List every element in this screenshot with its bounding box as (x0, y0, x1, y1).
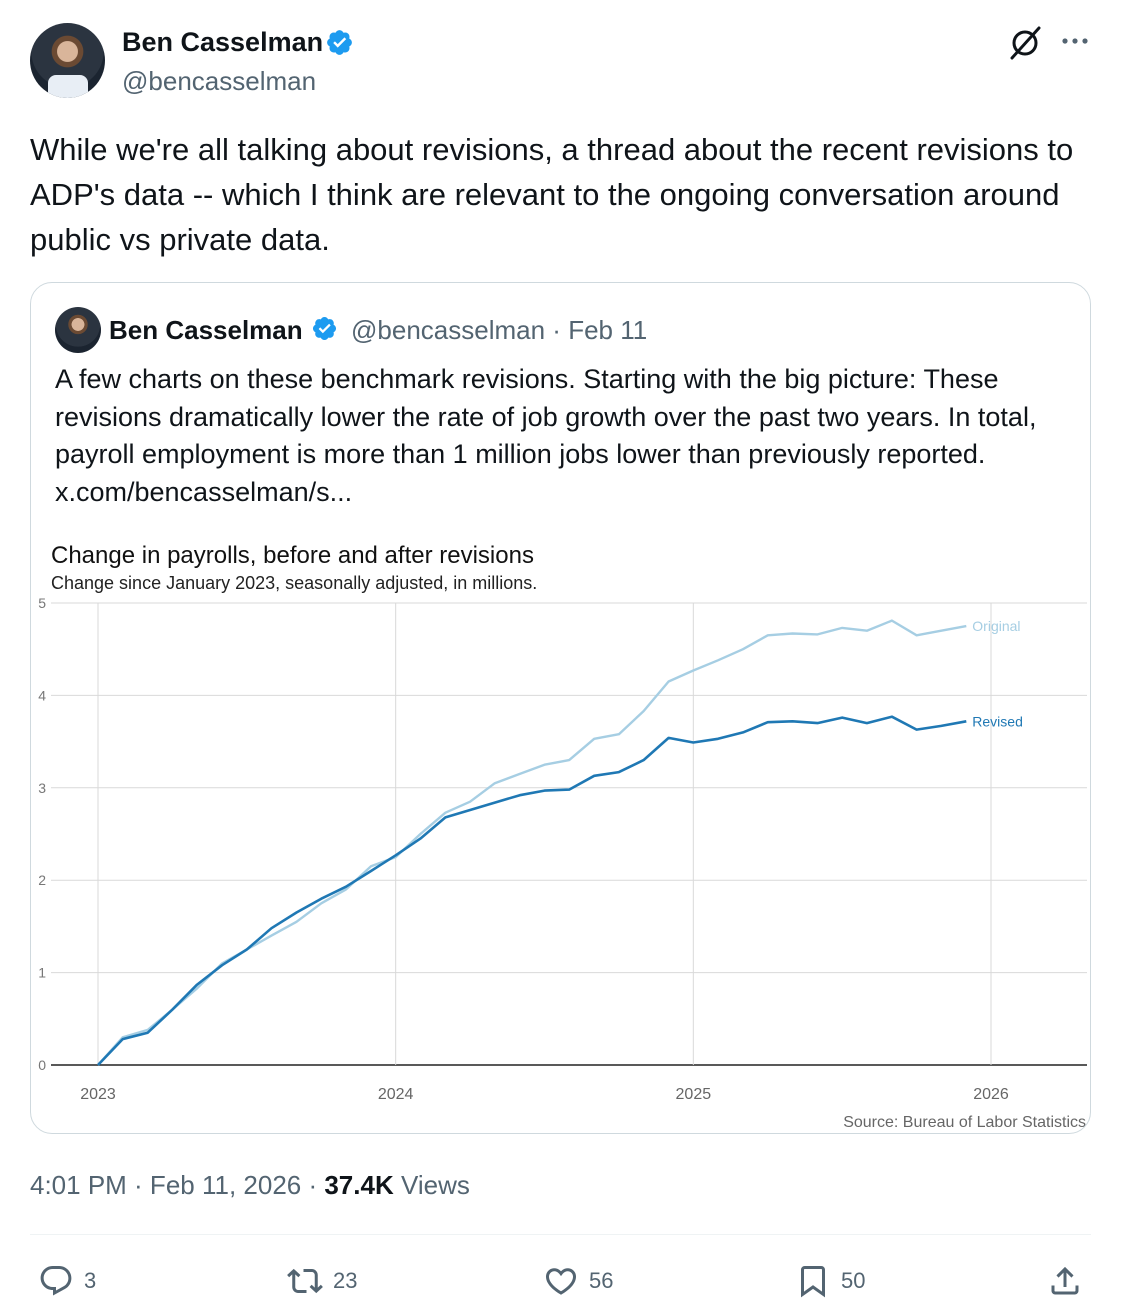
bookmark-icon (801, 1266, 825, 1298)
share-icon (1051, 1266, 1079, 1295)
quote-meta: @bencasselman · Feb 11 (351, 315, 647, 346)
x-tick-label: 2024 (378, 1086, 414, 1103)
y-tick-label: 2 (38, 872, 46, 888)
y-tick-label: 4 (38, 687, 46, 703)
x-tick-label: 2023 (80, 1086, 116, 1103)
author-avatar[interactable] (30, 23, 105, 98)
chart-subtitle: Change since January 2023, seasonally ad… (51, 573, 537, 593)
chart-source: Source: Bureau of Labor Statistics (843, 1114, 1086, 1131)
author-handle[interactable]: @bencasselman (122, 66, 317, 96)
series-label-revised: Revised (972, 713, 1023, 729)
reply-count: 3 (84, 1268, 97, 1293)
verified-badge-icon (312, 316, 337, 341)
chart-title: Change in payrolls, before and after rev… (51, 542, 534, 569)
payrolls-chart: Change in payrolls, before and after rev… (38, 542, 1087, 1131)
views-count: 37.4K (324, 1170, 394, 1200)
series-line-revised (97, 715, 967, 1066)
verified-badge-icon (327, 30, 352, 55)
reply-button[interactable]: 3 (38, 1262, 96, 1300)
bookmark-button[interactable]: 50 (795, 1262, 865, 1300)
repost-button[interactable]: 23 (287, 1262, 357, 1300)
views-label: Views (393, 1170, 470, 1200)
quote-date[interactable]: Feb 11 (568, 315, 648, 345)
quote-author-handle[interactable]: @bencasselman (351, 315, 546, 345)
tweet-text: While we're all talking about revisions,… (30, 132, 1074, 257)
tweet-time[interactable]: 4:01 PM · Feb 11, 2026 · (30, 1170, 325, 1200)
like-count: 56 (589, 1268, 614, 1293)
x-tick-label: 2025 (676, 1086, 712, 1103)
repost-icon (287, 1268, 323, 1294)
y-tick-label: 3 (38, 780, 46, 796)
divider (30, 1234, 1091, 1235)
grok-icon[interactable] (1006, 24, 1044, 62)
quoted-tweet[interactable]: Ben Casselman @bencasselman · Feb 11 A f… (30, 282, 1091, 1134)
quote-author-name[interactable]: Ben Casselman (109, 315, 303, 345)
tweet-timestamp: 4:01 PM · Feb 11, 2026 · 37.4K Views (30, 1170, 470, 1201)
x-tick-label: 2026 (973, 1086, 1009, 1103)
like-button[interactable]: 56 (543, 1262, 613, 1300)
author-name[interactable]: Ben Casselman (122, 27, 324, 57)
quote-author-avatar[interactable] (55, 307, 101, 353)
reply-icon (40, 1266, 72, 1296)
y-tick-label: 1 (38, 965, 46, 981)
y-tick-label: 0 (38, 1057, 46, 1073)
heart-icon (545, 1268, 577, 1295)
repost-count: 23 (333, 1268, 358, 1293)
more-icon[interactable] (1058, 30, 1092, 52)
series-label-original: Original (972, 618, 1020, 634)
quote-separator: · (552, 315, 561, 345)
share-button[interactable] (1047, 1262, 1093, 1300)
y-tick-label: 5 (38, 595, 46, 611)
series-line-original (97, 619, 967, 1066)
quote-text: A few charts on these benchmark revision… (55, 364, 1037, 507)
bookmark-count: 50 (841, 1268, 866, 1293)
